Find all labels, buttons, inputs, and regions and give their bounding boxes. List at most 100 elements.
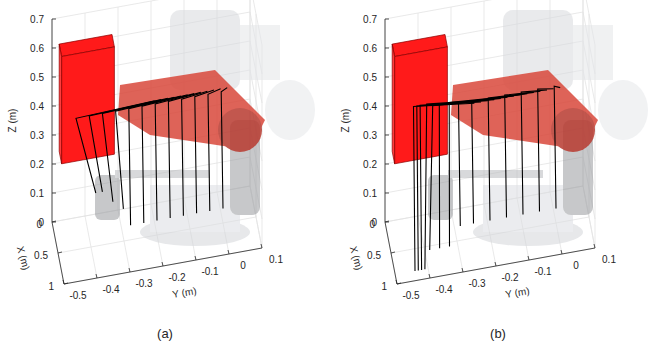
- trajectory-line: [142, 95, 188, 223]
- tick: [429, 274, 430, 278]
- tick: [52, 106, 56, 107]
- y-tick-label: -0.2: [501, 272, 519, 283]
- tick: [462, 268, 463, 272]
- trajectory-line: [208, 89, 221, 211]
- grid-line: [52, 19, 53, 222]
- trajectory-line: [116, 97, 175, 209]
- trajectories: [414, 86, 561, 271]
- trajectory-line: [425, 100, 494, 270]
- y-axis-label: Y (m): [504, 285, 530, 300]
- grid-line: [397, 248, 595, 284]
- trajectory-line: [182, 91, 208, 216]
- tick: [64, 283, 68, 284]
- y-axis-label: Y (m): [171, 285, 197, 300]
- y-tick-label: -0.1: [201, 266, 219, 277]
- robot-red-link: [451, 70, 598, 152]
- panel: 00.10.20.30.40.50.60.700.51-0.5-0.4-0.3-…: [340, 0, 648, 341]
- y-axis: [64, 248, 262, 284]
- grid-line: [385, 222, 397, 284]
- trajectory-line: [459, 95, 521, 226]
- tick: [129, 268, 130, 272]
- z-tick-label: 0.3: [30, 130, 44, 141]
- y-tick-label: -0.3: [468, 278, 486, 289]
- y-tick-label: -0.5: [69, 290, 87, 301]
- trajectory-line: [420, 101, 488, 270]
- y-tick-label: 0.1: [269, 254, 283, 265]
- z-tick-label: 0.4: [30, 101, 44, 112]
- tick: [261, 244, 262, 248]
- y-tick-label: 0: [240, 260, 246, 271]
- trajectory-line: [521, 90, 547, 215]
- trajectory-line: [414, 103, 475, 271]
- robot-screen: [240, 25, 280, 80]
- z-tick-label: 0.7: [363, 14, 377, 25]
- y-tick-label: -0.4: [102, 284, 120, 295]
- x-tick-label: 0: [36, 219, 42, 230]
- z-axis-label: Z (m): [7, 109, 18, 133]
- y-tick-label: -0.5: [402, 290, 420, 301]
- tick: [52, 48, 56, 49]
- z-axis-label: Z (m): [340, 109, 351, 133]
- tick: [52, 193, 56, 194]
- tick: [385, 106, 389, 107]
- grid: [52, 0, 262, 284]
- y-tick-label: -0.2: [168, 272, 186, 283]
- grid-line: [64, 248, 262, 284]
- y-tick-label: 0: [573, 260, 579, 271]
- tick: [228, 250, 229, 254]
- tick: [385, 19, 389, 20]
- obstacle-side: [392, 44, 394, 164]
- z-axis: [385, 19, 386, 222]
- robot-gripper: [448, 170, 543, 178]
- trajectory-line: [449, 96, 514, 247]
- panel: 00.10.20.30.40.50.60.700.51-0.5-0.4-0.3-…: [7, 0, 315, 341]
- tick: [162, 262, 163, 266]
- tick: [561, 250, 562, 254]
- tick: [52, 77, 56, 78]
- y-axis: [397, 248, 595, 284]
- z-axis: [52, 19, 53, 222]
- tick: [594, 244, 595, 248]
- trajectory-line: [505, 91, 541, 217]
- trajectory-line: [155, 94, 194, 221]
- y-tick-label: -0.4: [435, 284, 453, 295]
- tick: [495, 262, 496, 266]
- tick: [396, 280, 397, 284]
- obstacle-side: [59, 44, 61, 164]
- grid: [385, 0, 595, 284]
- tick: [397, 283, 401, 284]
- z-tick-label: 0.5: [363, 72, 377, 83]
- x-axis-label: X (m): [15, 245, 32, 271]
- trajectory-line: [430, 98, 501, 250]
- trajectory-line: [102, 98, 167, 201]
- robot-arm: [265, 80, 315, 140]
- x-axis: [52, 222, 64, 284]
- tick: [52, 19, 56, 20]
- y-tick-label: -0.3: [135, 278, 153, 289]
- x-tick-label: 0.5: [367, 250, 381, 261]
- trajectory-line: [538, 89, 554, 212]
- trajectory-line: [439, 97, 507, 248]
- z-tick-label: 0.2: [30, 159, 44, 170]
- caption: (b): [490, 326, 506, 341]
- tick: [52, 164, 56, 165]
- z-tick-label: 0.2: [363, 159, 377, 170]
- robot-screen: [573, 25, 613, 80]
- grid-line: [52, 222, 64, 284]
- x-axis: [385, 222, 397, 284]
- tick: [528, 256, 529, 260]
- tick: [195, 256, 196, 260]
- z-tick-label: 0.5: [30, 72, 44, 83]
- trajectory-line: [554, 86, 560, 208]
- robot-arm: [598, 80, 648, 140]
- tick: [391, 252, 395, 253]
- z-tick-label: 0.6: [363, 43, 377, 54]
- z-tick-label: 0.1: [363, 188, 377, 199]
- tick: [52, 135, 56, 136]
- tick: [385, 77, 389, 78]
- robot-link: [95, 175, 120, 220]
- axes: [52, 19, 262, 284]
- trajectory-line: [129, 96, 181, 225]
- x-tick-label: 0: [369, 219, 375, 230]
- trajectories: [76, 88, 227, 226]
